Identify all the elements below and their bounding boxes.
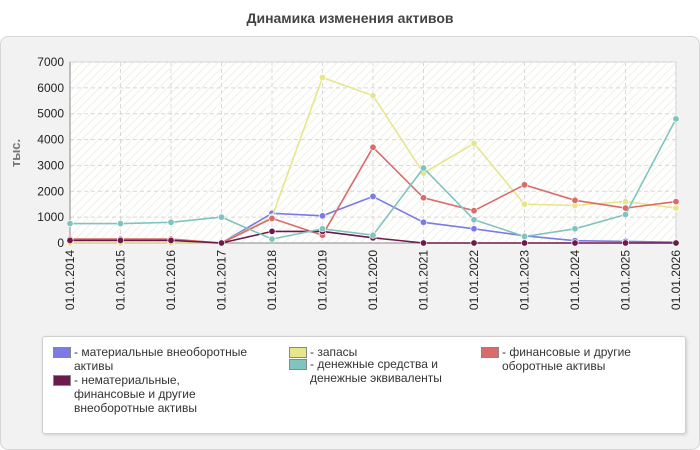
- x-tick-label: 01.01.2018: [265, 250, 279, 310]
- y-tick-label: 2000: [37, 184, 64, 198]
- data-point: [318, 225, 326, 233]
- data-point: [470, 216, 478, 224]
- x-tick-label: 01.01.2024: [568, 250, 582, 310]
- data-point: [621, 198, 629, 206]
- y-tick-label: 0: [57, 236, 64, 250]
- data-point: [167, 236, 175, 244]
- data-point: [117, 220, 125, 228]
- y-axis-label: тыс.: [8, 139, 23, 167]
- legend-swatch: [53, 347, 71, 358]
- data-point: [268, 227, 276, 235]
- legend-swatch: [289, 359, 307, 370]
- y-tick-label: 6000: [37, 81, 64, 95]
- legend-item: - материальные внеоборотные активы: [53, 345, 253, 373]
- x-tick-label: 01.01.2015: [114, 250, 128, 310]
- x-tick-label: 01.01.2014: [63, 250, 77, 310]
- legend-label: - нематериальные, финансовые и другие вн…: [74, 373, 197, 415]
- x-tick-label: 01.01.2020: [366, 250, 380, 310]
- chart-title: Динамика изменения активов: [246, 10, 454, 26]
- data-point: [571, 239, 579, 247]
- data-point: [621, 239, 629, 247]
- data-point: [520, 181, 528, 189]
- legend-swatch: [481, 347, 499, 358]
- axes: 0 1000 2000 3000 4000 5000 6000 7000 01.01.2014 0…: [37, 55, 683, 310]
- x-tick-label: 01.01.2016: [164, 250, 178, 310]
- data-point: [672, 115, 680, 123]
- legend: - материальные внеоборотные активы - запа…: [42, 336, 686, 434]
- x-tick-label: 01.01.2021: [417, 250, 431, 310]
- data-point: [369, 143, 377, 151]
- data-point: [419, 164, 427, 172]
- data-point: [520, 239, 528, 247]
- legend-label: - денежные средства и денежные эквивален…: [310, 357, 442, 385]
- data-point: [470, 239, 478, 247]
- data-point: [621, 211, 629, 219]
- legend-item: - запасы: [289, 345, 459, 359]
- data-point: [520, 233, 528, 241]
- data-point: [318, 212, 326, 220]
- legend-label: - материальные внеоборотные активы: [74, 345, 247, 373]
- data-point: [369, 231, 377, 239]
- data-point: [218, 239, 226, 247]
- data-point: [672, 198, 680, 206]
- x-tick-label: 01.01.2019: [316, 250, 330, 310]
- plot-area: [69, 61, 677, 244]
- y-tick-label: 5000: [37, 107, 64, 121]
- legend-item: - денежные средства и денежные эквивален…: [289, 357, 459, 385]
- data-point: [470, 225, 478, 233]
- legend-item: - финансовые и другие оборотные активы: [481, 345, 671, 373]
- data-point: [66, 236, 74, 244]
- series-layer: [66, 74, 680, 247]
- legend-swatch: [53, 375, 71, 386]
- y-tick-label: 1000: [37, 210, 64, 224]
- data-point: [672, 204, 680, 212]
- x-tick-label: 01.01.2022: [467, 250, 481, 310]
- data-point: [117, 236, 125, 244]
- data-point: [268, 214, 276, 222]
- data-point: [672, 239, 680, 247]
- data-point: [167, 218, 175, 226]
- data-point: [571, 225, 579, 233]
- data-point: [571, 196, 579, 204]
- x-tick-label: 01.01.2026: [669, 250, 683, 310]
- x-tick-label: 01.01.2023: [518, 250, 532, 310]
- y-tick-label: 4000: [37, 133, 64, 147]
- legend-swatch: [289, 347, 307, 358]
- x-tick-label: 01.01.2017: [215, 250, 229, 310]
- data-point: [318, 74, 326, 82]
- data-point: [369, 192, 377, 200]
- y-tick-label: 3000: [37, 158, 64, 172]
- data-point: [470, 139, 478, 147]
- legend-label: - финансовые и другие оборотные активы: [502, 345, 631, 373]
- series-5: [66, 115, 680, 243]
- data-point: [218, 213, 226, 221]
- legend-item: - нематериальные, финансовые и другие вн…: [53, 373, 253, 415]
- data-point: [369, 92, 377, 100]
- data-point: [419, 194, 427, 202]
- data-point: [419, 218, 427, 226]
- data-point: [470, 207, 478, 215]
- data-point: [66, 220, 74, 228]
- legend-label: - запасы: [310, 345, 358, 359]
- x-tick-label: 01.01.2025: [619, 250, 633, 310]
- data-point: [268, 235, 276, 243]
- data-point: [419, 239, 427, 247]
- data-point: [520, 200, 528, 208]
- y-tick-label: 7000: [37, 55, 64, 69]
